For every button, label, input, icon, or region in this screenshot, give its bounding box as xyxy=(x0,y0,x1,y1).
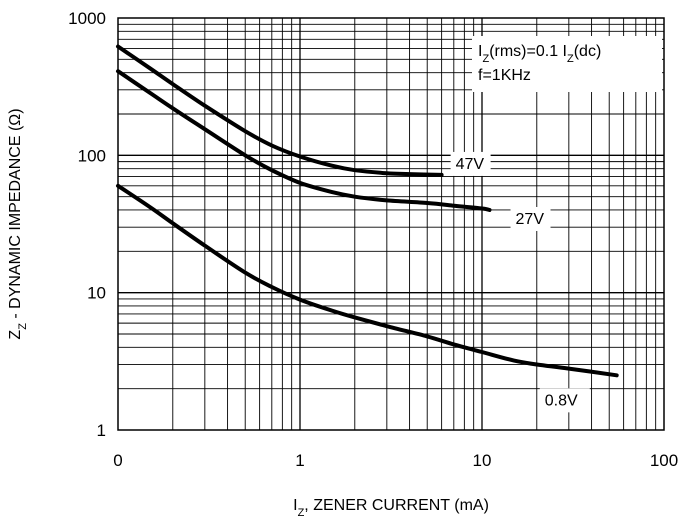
annotation-background xyxy=(472,36,662,92)
y-tick-label: 1000 xyxy=(68,9,106,28)
y-tick-labels: 1 10 100 1000 xyxy=(68,9,106,440)
curve-47v xyxy=(116,44,444,177)
curve-27v xyxy=(116,69,492,212)
plot-frame xyxy=(117,17,665,431)
curve-label-background xyxy=(539,388,590,413)
y-tick-label: 100 xyxy=(78,146,106,165)
chart-curves xyxy=(116,44,619,378)
curve-labels: 47V 27V 0.8V xyxy=(450,151,590,413)
x-tick-labels: 0 1 10 100 xyxy=(113,451,678,470)
annotation-test-condition: IZ(rms)=0.1 IZ(dc) xyxy=(478,43,601,65)
x-tick-label: 100 xyxy=(650,451,678,470)
y-axis-label: ZZ - DYNAMIC IMPEDANCE (Ω) xyxy=(7,108,29,339)
annotation-frequency: f=1KHz xyxy=(478,67,531,84)
x-tick-label: 10 xyxy=(473,451,492,470)
curve-label-47v: 47V xyxy=(456,156,485,173)
x-tick-label: 0 xyxy=(113,451,122,470)
x-tick-label: 1 xyxy=(295,451,304,470)
curve-label-0-8v: 0.8V xyxy=(545,392,578,409)
y-tick-label: 1 xyxy=(97,421,106,440)
curve-0-8v xyxy=(116,183,619,378)
x-axis-label: IZ, ZENER CURRENT (mA) xyxy=(293,497,489,519)
curve-label-background xyxy=(510,206,551,231)
curve-label-27v: 27V xyxy=(516,211,545,228)
curve-label-background xyxy=(450,151,491,176)
y-tick-label: 10 xyxy=(87,284,106,303)
